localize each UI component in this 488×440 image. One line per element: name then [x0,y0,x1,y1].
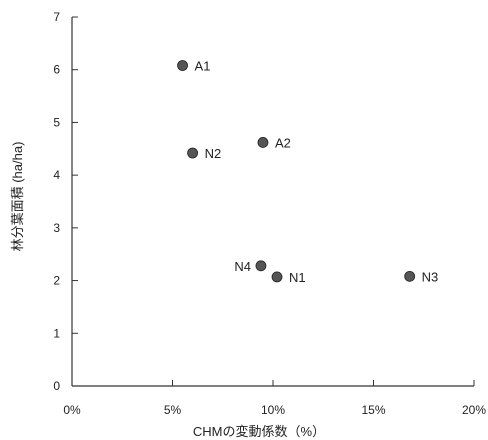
x-axis-title: CHMの変動係数（%） [193,424,325,439]
data-point [271,271,283,283]
data-point-label: N3 [422,269,439,284]
data-point [187,147,199,159]
y-axis-title: 林分葉面積 (ha/ha) [10,142,25,252]
data-point [257,137,269,148]
y-tick-label: 0 [53,379,60,393]
y-tick-label: 7 [53,10,60,24]
data-point-label: A1 [195,58,211,73]
data-points: A1 A2 N2 N4 N1 N3 [177,58,439,285]
data-point-label: N4 [234,259,251,274]
x-tick-label: 20% [462,403,486,417]
data-point-label: A2 [275,135,291,150]
y-tick-label: 4 [53,168,60,182]
y-tick-label: 3 [53,221,60,235]
ticks: 0 1 2 3 4 5 6 7 0% 5% 10% 15% 20% [53,10,486,417]
x-tick-label: 5% [164,403,182,417]
y-tick-label: 6 [53,63,60,77]
data-point [404,270,416,282]
y-tick-label: 5 [53,115,60,129]
y-tick-label: 1 [53,326,60,340]
axes [71,17,474,387]
y-tick-label: 2 [53,274,60,288]
x-tick-label: 10% [261,403,285,417]
x-tick-label: 15% [361,403,385,417]
data-point [255,260,267,272]
data-point-label: N1 [289,270,306,285]
data-point [177,60,188,71]
x-tick-label: 0% [63,403,81,417]
data-point-label: N2 [205,146,222,161]
